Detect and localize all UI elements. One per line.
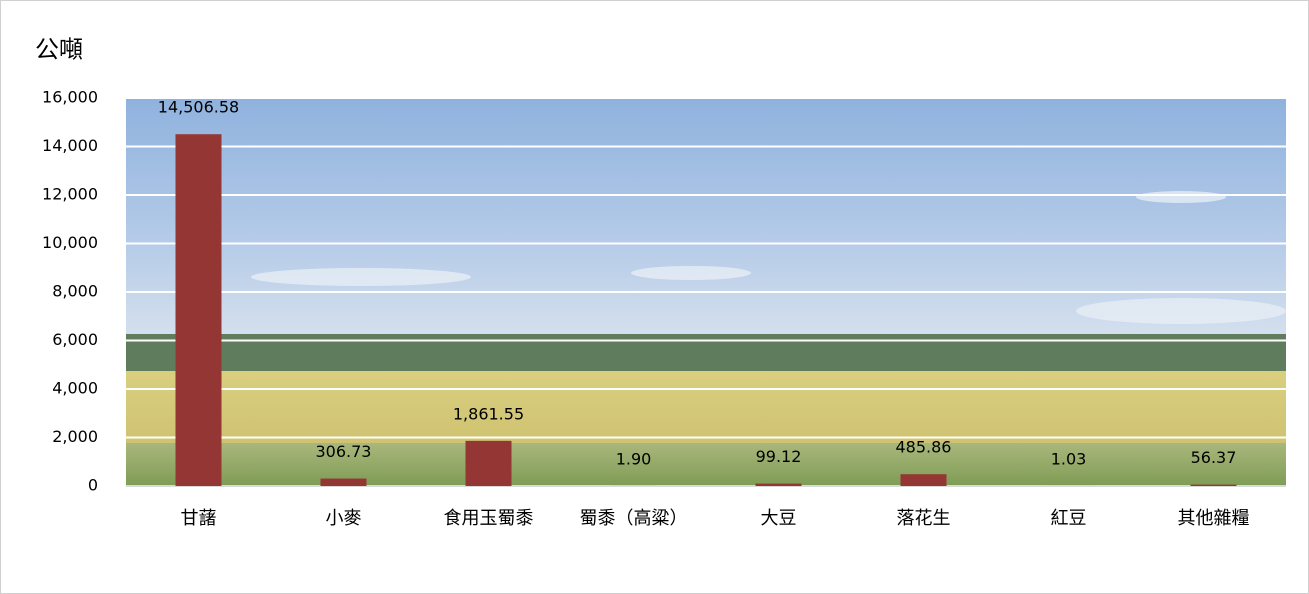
value-label: 56.37 bbox=[1191, 448, 1237, 467]
bar bbox=[176, 134, 222, 486]
value-label: 99.12 bbox=[756, 447, 802, 466]
x-tick-label: 食用玉蜀黍 bbox=[444, 508, 534, 529]
y-axis-title: 公噸 bbox=[35, 36, 83, 64]
bar bbox=[756, 484, 802, 486]
x-tick-label: 甘藷 bbox=[181, 508, 217, 529]
value-label: 306.73 bbox=[316, 442, 372, 461]
bar bbox=[321, 479, 367, 486]
value-label: 1.90 bbox=[616, 449, 652, 468]
y-tick-label: 10,000 bbox=[42, 233, 98, 252]
x-tick-label: 大豆 bbox=[761, 508, 797, 529]
value-label: 1,861.55 bbox=[453, 404, 524, 423]
chart-frame: 公噸 0 2,000 4,000 6,000 8,000 10,000 12,000 14,0… bbox=[0, 0, 1309, 594]
y-tick-label: 12,000 bbox=[42, 185, 98, 204]
y-tick-label: 14,000 bbox=[42, 136, 98, 155]
value-label: 1.03 bbox=[1051, 449, 1087, 468]
bar bbox=[1191, 485, 1237, 486]
chart: 公噸 0 2,000 4,000 6,000 8,000 10,000 12,000 14,0… bbox=[1, 1, 1308, 593]
y-tick-label: 8,000 bbox=[52, 282, 98, 301]
bar bbox=[901, 474, 947, 486]
y-tick-label: 0 bbox=[88, 476, 98, 495]
y-tick-label: 2,000 bbox=[52, 427, 98, 446]
x-tick-label: 蜀黍（高粱） bbox=[580, 508, 688, 529]
y-tick-label: 16,000 bbox=[42, 88, 98, 107]
value-label: 14,506.58 bbox=[158, 98, 239, 117]
x-tick-label: 其他雜糧 bbox=[1178, 508, 1250, 529]
x-tick-label: 落花生 bbox=[897, 508, 951, 529]
y-tick-label: 4,000 bbox=[52, 379, 98, 398]
y-tick-label: 6,000 bbox=[52, 330, 98, 349]
value-label: 485.86 bbox=[896, 438, 952, 457]
x-tick-label: 小麥 bbox=[326, 508, 362, 529]
bar bbox=[466, 441, 512, 486]
x-tick-label: 紅豆 bbox=[1051, 508, 1087, 529]
